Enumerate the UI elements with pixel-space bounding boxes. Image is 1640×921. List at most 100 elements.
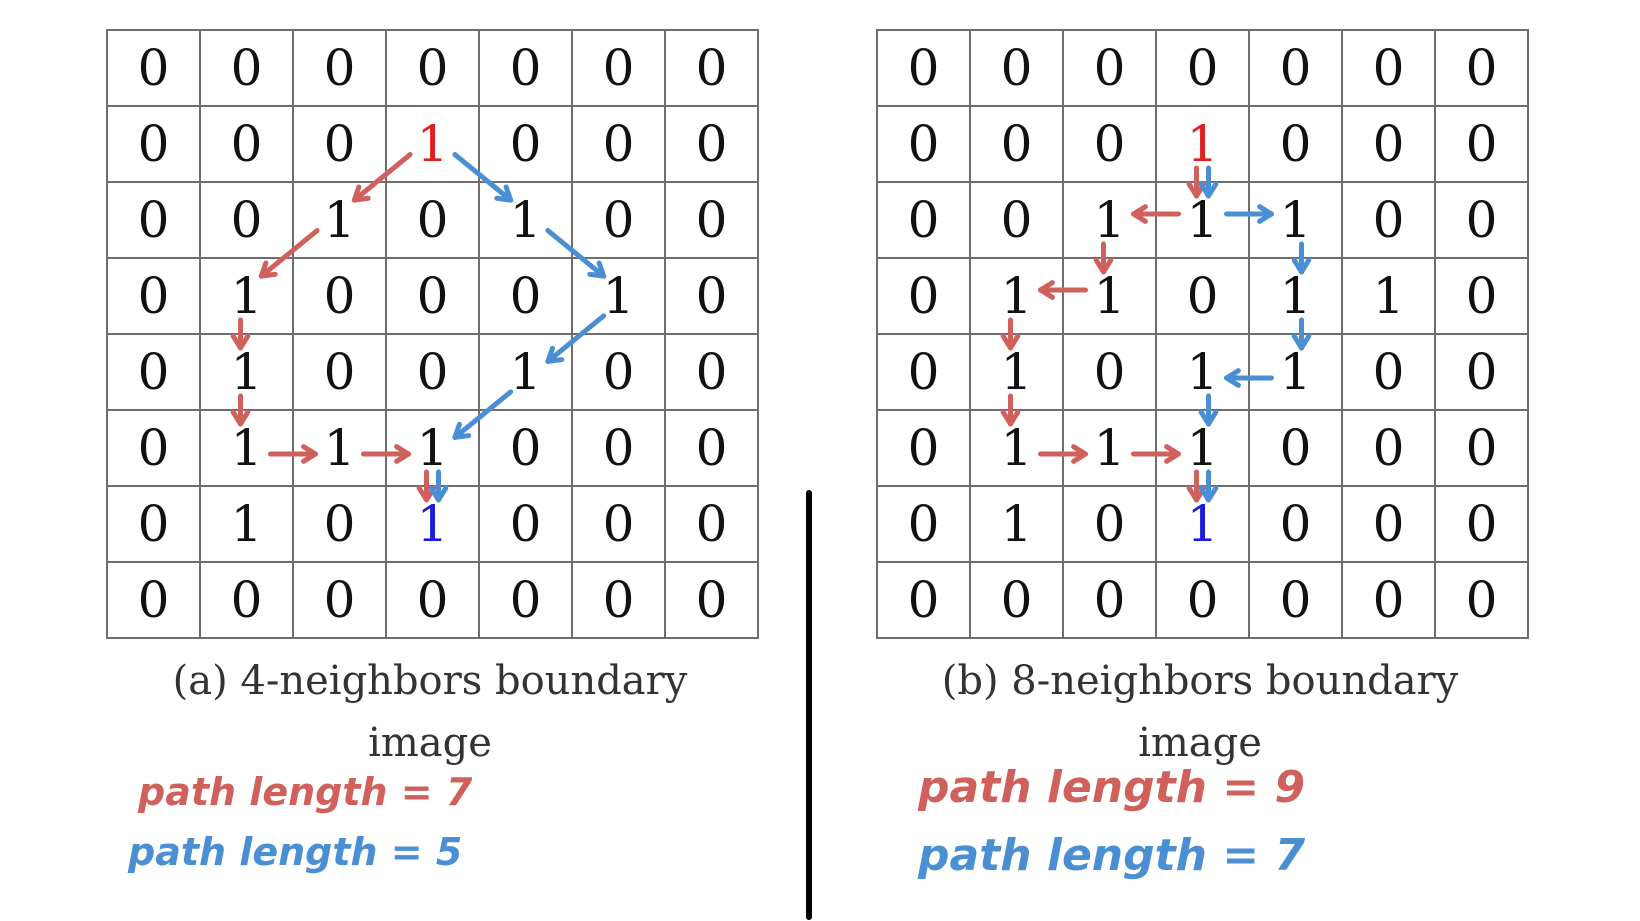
grid-cell: 0 [571, 485, 666, 563]
grid-cell: 0 [1341, 409, 1436, 487]
panel-divider [806, 490, 812, 920]
grid-cell: 0 [106, 105, 201, 183]
grid-cell: 0 [876, 29, 971, 107]
grid-cell: 0 [1248, 561, 1343, 639]
grid-cell: 0 [106, 561, 201, 639]
grid-cell: 0 [1062, 105, 1157, 183]
grid-cell: 1 [571, 257, 666, 335]
grid-cell: 0 [571, 29, 666, 107]
grid-cell: 0 [199, 105, 294, 183]
grid-cell: 0 [664, 333, 759, 411]
grid-cell: 0 [385, 333, 480, 411]
grid-cell: 0 [478, 105, 573, 183]
figure-caption: (b) 8-neighbors boundary image [820, 650, 1580, 774]
grid-cell: 1 [292, 181, 387, 259]
grid-cell: 1 [1248, 333, 1343, 411]
grid-cell: 0 [876, 561, 971, 639]
caption-line-1: (b) 8-neighbors boundary [941, 658, 1459, 704]
grid-cell: 1 [199, 485, 294, 563]
grid-cell: 0 [478, 257, 573, 335]
grid-cell: 0 [106, 409, 201, 487]
grid-cell: 0 [478, 485, 573, 563]
grid-cell: 0 [1434, 333, 1529, 411]
grid-cell: 1 [199, 409, 294, 487]
grid-cell: 0 [199, 561, 294, 639]
grid-cell: 0 [292, 561, 387, 639]
grid-cell: 0 [969, 181, 1064, 259]
grid-cell: 0 [106, 181, 201, 259]
grid-cell: 0 [876, 485, 971, 563]
figure-caption: (a) 4-neighbors boundary image [50, 650, 810, 774]
caption-line-1: (a) 4-neighbors boundary [172, 658, 688, 704]
grid-cell: 0 [385, 29, 480, 107]
grid-cell: 0 [1248, 29, 1343, 107]
grid-cell: 0 [1248, 105, 1343, 183]
grid-cell: 0 [876, 105, 971, 183]
grid-cell: 1 [292, 409, 387, 487]
grid-cell: 0 [1341, 181, 1436, 259]
grid-cell: 0 [1062, 29, 1157, 107]
grid-cell: 1 [1155, 105, 1250, 183]
grid-cell: 1 [478, 181, 573, 259]
grid-cell: 0 [1062, 485, 1157, 563]
grid-cell: 0 [292, 485, 387, 563]
grid-cell: 0 [292, 29, 387, 107]
grid-cell: 1 [1341, 257, 1436, 335]
grid-cell: 1 [1155, 485, 1250, 563]
grid-cell: 0 [1155, 29, 1250, 107]
grid-cell: 1 [199, 333, 294, 411]
grid-cell: 0 [1434, 29, 1529, 107]
grid-cell: 0 [1155, 257, 1250, 335]
grid-cell: 0 [664, 409, 759, 487]
grid-cell: 0 [1341, 333, 1436, 411]
grid-cell: 1 [969, 409, 1064, 487]
grid-cell: 1 [385, 409, 480, 487]
grid-cell: 0 [1341, 561, 1436, 639]
grid-cell: 1 [1062, 409, 1157, 487]
red-path-length-note: path length = 9 [918, 762, 1306, 813]
grid-cell: 1 [969, 257, 1064, 335]
grid-cell: 1 [199, 257, 294, 335]
grid-cell: 1 [1062, 257, 1157, 335]
grid-cell: 0 [1434, 257, 1529, 335]
grid-cell: 0 [664, 181, 759, 259]
grid-cell: 0 [292, 333, 387, 411]
caption-line-2: image [1138, 720, 1262, 766]
grid-cell: 0 [199, 29, 294, 107]
grid-cell: 1 [478, 333, 573, 411]
blue-path-length-note: path length = 7 [918, 830, 1306, 881]
grid-cell: 0 [1155, 561, 1250, 639]
grid-cell: 0 [664, 29, 759, 107]
grid-cell: 1 [1248, 181, 1343, 259]
grid-cell: 0 [571, 561, 666, 639]
grid-cell: 0 [876, 409, 971, 487]
grid-cell: 0 [969, 105, 1064, 183]
grid-cell: 1 [1155, 181, 1250, 259]
grid-cell: 0 [292, 257, 387, 335]
grid-cell: 1 [385, 105, 480, 183]
grid-cell: 0 [664, 561, 759, 639]
grid-cell: 0 [969, 561, 1064, 639]
grid-cell: 0 [1434, 485, 1529, 563]
red-path-length-note: path length = 7 [138, 770, 473, 814]
grid-cell: 0 [969, 29, 1064, 107]
grid-cell: 0 [876, 181, 971, 259]
caption-line-2: image [368, 720, 492, 766]
grid-cell: 1 [969, 333, 1064, 411]
grid-cell: 0 [1341, 29, 1436, 107]
grid-cell: 1 [1062, 181, 1157, 259]
grid-cell: 0 [385, 561, 480, 639]
